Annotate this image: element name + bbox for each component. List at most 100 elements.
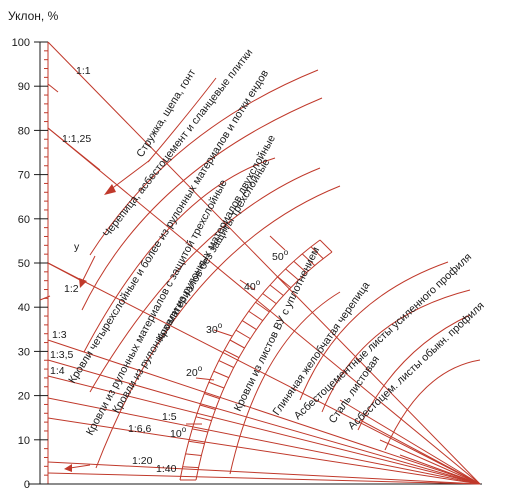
tick-label: 80 bbox=[18, 125, 30, 137]
hatch-mark bbox=[188, 440, 205, 445]
hatch-mark bbox=[269, 284, 284, 296]
tick-label: 20 bbox=[18, 391, 30, 403]
tick-label: 90 bbox=[18, 81, 30, 93]
slope-ratio-r-1-125: 1:1,25 bbox=[62, 133, 91, 145]
degree-value: 10 bbox=[170, 428, 182, 440]
hatch-mark bbox=[213, 370, 229, 379]
slope-ratio-r-1-20: 1:20 bbox=[132, 455, 153, 467]
hatch-mark bbox=[235, 329, 251, 340]
pointer-arrows bbox=[39, 83, 151, 472]
degree-symbol: o bbox=[256, 278, 261, 287]
fan-ray-b bbox=[359, 419, 481, 485]
hatch-mark bbox=[185, 453, 202, 456]
slope-ratio-r-1-66: 1:6,6 bbox=[128, 423, 152, 435]
arrow-line-2 bbox=[81, 255, 96, 283]
slope-line-1-125 bbox=[47, 127, 481, 485]
roof-type-vu: Кровли из листов ВУ с уплотнением bbox=[232, 245, 322, 413]
arrow-head-2 bbox=[79, 278, 87, 288]
slope-line-1-20 bbox=[47, 461, 481, 485]
fan-ray-a bbox=[339, 399, 481, 485]
slope-line-1-2 bbox=[47, 262, 481, 485]
arc-vu bbox=[229, 291, 341, 475]
arc-rolled-4 bbox=[81, 97, 323, 311]
hatch-mark bbox=[192, 428, 208, 433]
axis-link-1 bbox=[47, 83, 59, 93]
arc-clay bbox=[299, 261, 449, 401]
axis-title: Уклон, % bbox=[8, 9, 59, 23]
axis-link-2 bbox=[47, 127, 101, 171]
slope-line-1-1 bbox=[47, 41, 481, 485]
arrow-head-3 bbox=[64, 464, 72, 472]
degree-label-d-20: 20o bbox=[186, 364, 203, 379]
hatch-mark bbox=[199, 404, 216, 410]
axis-link-3 bbox=[47, 262, 81, 281]
hatch-mark bbox=[301, 253, 316, 266]
fan-ray-c bbox=[379, 439, 481, 485]
hatch-mark bbox=[255, 301, 270, 313]
slope-line-1-4 bbox=[47, 375, 481, 485]
arc-steel bbox=[357, 314, 471, 431]
hatch-mark bbox=[208, 381, 225, 389]
hatch-mark bbox=[229, 339, 245, 349]
degree-symbol: o bbox=[284, 248, 289, 257]
hatch-mark bbox=[195, 416, 212, 422]
arrow-head-1 bbox=[104, 184, 116, 195]
hatch-mark bbox=[277, 276, 292, 289]
tick-label: 60 bbox=[18, 214, 30, 226]
slope-ratio-r-1-1: 1:1 bbox=[76, 65, 91, 77]
degree-ticks bbox=[186, 235, 286, 425]
hatch-mark bbox=[224, 349, 240, 359]
slope-line-1-40 bbox=[47, 472, 481, 485]
degree-scale-hatch bbox=[180, 239, 333, 481]
slope-ratio-r-y: y bbox=[74, 241, 80, 253]
tick-label: 10 bbox=[18, 435, 30, 447]
tick-label: 50 bbox=[18, 258, 30, 270]
degree-symbol: o bbox=[198, 364, 203, 373]
slope-ratio-r-1-3: 1:3 bbox=[52, 329, 67, 341]
degree-label-d-30: 30o bbox=[206, 321, 223, 336]
slope-ratio-r-1-5: 1:5 bbox=[162, 411, 177, 423]
hatch-mark bbox=[262, 293, 277, 305]
arrow-line-4 bbox=[39, 295, 51, 301]
tick-label: 70 bbox=[18, 170, 30, 182]
hatch-mark bbox=[218, 360, 234, 368]
axis-ticks: 0 10 20 30 40 50 60 70 80 90 100 bbox=[12, 37, 48, 491]
deg-tick-50 bbox=[269, 235, 286, 251]
roof-type-rolled-3-prot: Кровли из рулонных материалов с защитой … bbox=[84, 178, 230, 438]
slope-line-1-66 bbox=[47, 417, 481, 485]
tick-label: 100 bbox=[12, 37, 30, 49]
hatch-mark bbox=[182, 466, 199, 469]
hatch-mark bbox=[319, 239, 333, 253]
tick-label: 30 bbox=[18, 346, 30, 358]
slope-ratio-r-1-2: 1:2 bbox=[64, 283, 79, 295]
slope-ratio-r-1-35: 1:3,5 bbox=[50, 349, 74, 361]
arrow-line-1 bbox=[109, 159, 151, 191]
tick-label: 0 bbox=[24, 479, 30, 491]
degree-value: 30 bbox=[206, 324, 218, 336]
arc-tiles bbox=[89, 69, 319, 256]
slope-ratio-r-1-4: 1:4 bbox=[50, 365, 65, 377]
hatch-mark bbox=[204, 392, 220, 400]
slope-line-1-35 bbox=[47, 359, 481, 485]
slope-fan bbox=[47, 41, 481, 485]
arc-ac-reinforced bbox=[321, 289, 471, 413]
roof-type-rolled-2: Кровли из рулонных материалов двухслойны… bbox=[154, 133, 278, 343]
degree-symbol: o bbox=[218, 321, 223, 330]
deg-tick-20 bbox=[195, 377, 215, 381]
degree-label-d-40: 40o bbox=[244, 278, 261, 293]
arc-degree-outer bbox=[195, 251, 333, 481]
deg-tick-40 bbox=[239, 279, 256, 291]
arc-rolled-3-prot bbox=[83, 157, 276, 353]
slope-ratio-r-1-40: 1:40 bbox=[156, 463, 177, 475]
degree-label-d-50: 50o bbox=[272, 248, 289, 263]
hatch-mark bbox=[248, 310, 263, 322]
hatch-mark bbox=[310, 246, 324, 259]
hatch-mark bbox=[285, 268, 299, 281]
arrow-line-3 bbox=[69, 464, 91, 469]
degree-label-d-10: 10o bbox=[170, 425, 187, 440]
tick-label: 40 bbox=[18, 302, 30, 314]
deg-tick-30 bbox=[213, 329, 233, 337]
arc-shavings bbox=[147, 77, 217, 163]
